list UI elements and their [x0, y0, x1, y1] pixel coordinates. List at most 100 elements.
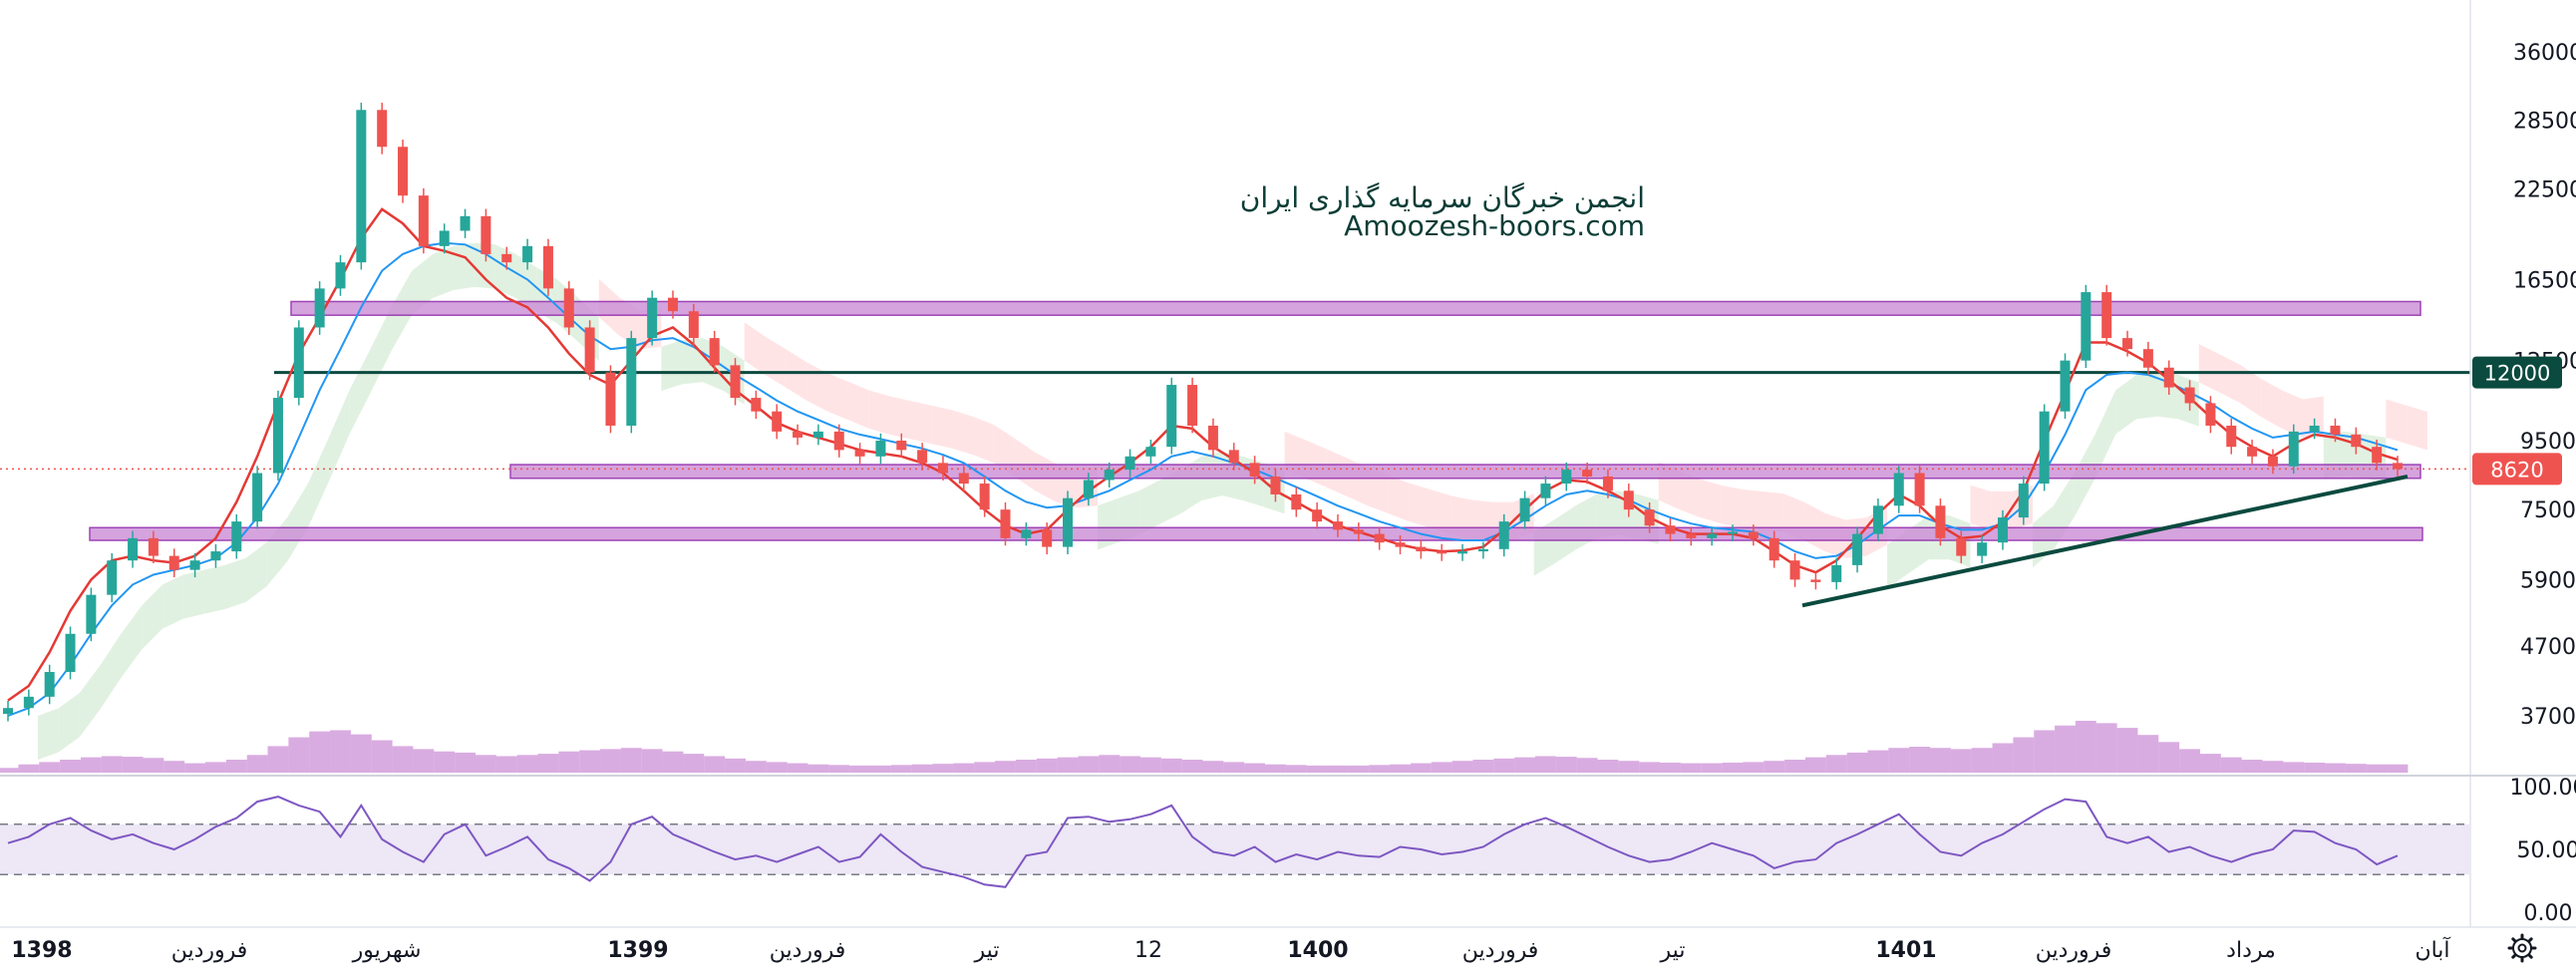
volume-bar — [558, 751, 580, 773]
support-resistance-zones[interactable] — [89, 300, 2423, 541]
cloud-segment — [1742, 488, 1764, 530]
volume-bar — [371, 740, 393, 773]
cloud-segment — [661, 340, 683, 392]
ascending-trendline[interactable] — [1801, 475, 2409, 608]
price-axis-ticks[interactable]: 3600028500225001650012500950075005900470… — [2513, 41, 2576, 730]
cloud-segment — [307, 437, 329, 528]
cloud-segment — [910, 401, 932, 445]
candle-body — [2101, 292, 2112, 339]
cloud-segment — [162, 574, 183, 629]
volume-bar — [2158, 742, 2180, 773]
volume-bar — [600, 749, 621, 773]
volume-bar — [1390, 764, 1411, 773]
candle-body — [812, 431, 823, 438]
candle-body — [1166, 385, 1177, 448]
cloud-segment — [515, 253, 537, 312]
candle-body — [1852, 533, 1863, 565]
volume-bar — [434, 751, 456, 773]
candle-body — [1810, 579, 1821, 582]
candle-body — [1104, 470, 1115, 481]
cloud-segment — [245, 542, 267, 603]
cloud-segment — [224, 557, 246, 610]
candle-body — [1914, 473, 1925, 506]
price-tick-label: 7500 — [2520, 498, 2576, 523]
price-zone — [509, 464, 2421, 480]
volume-bar — [1680, 763, 1702, 773]
volume-bar — [1223, 762, 1245, 773]
candle-body — [979, 484, 990, 510]
volume-bar — [309, 731, 331, 773]
volume-bar — [1825, 755, 1847, 773]
volume-bar — [1784, 760, 1805, 773]
cloud-segment — [1763, 491, 1783, 532]
time-label: 1400 — [1287, 938, 1348, 963]
candle-body — [1437, 551, 1448, 554]
volume-bar — [807, 764, 829, 773]
cloud-segment — [100, 633, 122, 710]
candle-body — [833, 431, 844, 451]
volume-bar — [1265, 764, 1286, 773]
volume-bar — [392, 746, 414, 773]
time-axis-labels[interactable]: 1398 فروردین شهریور 1399 فروردین تیر 12 1400 فرو… — [11, 936, 2450, 963]
candle-body — [1249, 463, 1260, 477]
candle-body — [1395, 542, 1406, 547]
volume-bar — [1576, 758, 1598, 773]
cloud-segment — [993, 425, 1015, 477]
candle-body — [1686, 533, 1697, 538]
gear-icon[interactable] — [2507, 933, 2537, 963]
volume-bar — [18, 764, 40, 773]
candlesticks — [3, 103, 2403, 722]
cloud-segment — [474, 242, 495, 289]
candle-body — [44, 672, 55, 697]
candle-body — [1561, 470, 1572, 485]
cloud-segment — [1098, 497, 1119, 550]
time-label: فروردین — [2036, 938, 2112, 963]
candle-body — [1332, 521, 1343, 530]
volume-bar — [1348, 765, 1370, 773]
cloud-segment — [2219, 354, 2241, 404]
candle-body — [1728, 531, 1739, 534]
rsi-band-background — [0, 823, 2470, 875]
time-label: 1399 — [607, 938, 668, 963]
time-label: فروردین — [770, 938, 846, 963]
candle-body — [958, 473, 969, 485]
cloud-segment — [453, 242, 475, 291]
candle-body — [605, 372, 616, 426]
volume-bar — [620, 748, 642, 773]
volume-bar — [1306, 765, 1328, 773]
candle-body — [1748, 531, 1759, 538]
volume-bar — [683, 754, 705, 773]
volume-bar — [516, 755, 538, 773]
candle-body — [168, 555, 179, 570]
candle-body — [2081, 292, 2092, 361]
cloud-segment — [806, 362, 828, 412]
cloud-segment — [2115, 375, 2137, 435]
candle-body — [1707, 533, 1718, 538]
cloud-segment — [2136, 372, 2158, 420]
candle-body — [1477, 548, 1488, 552]
volume-bar — [2034, 730, 2056, 773]
candle-body — [1457, 551, 1468, 554]
volume-bar — [537, 754, 559, 773]
time-label: فروردین — [1462, 938, 1539, 963]
price-tick-label: 16500 — [2513, 268, 2576, 293]
price-zone — [89, 526, 2423, 541]
candle-body — [2039, 411, 2050, 485]
cloud-segment — [2386, 399, 2408, 445]
time-label: آبان — [2415, 936, 2450, 963]
candle-body — [2226, 425, 2237, 448]
candle-body — [1145, 447, 1156, 457]
price-tick-label: 36000 — [2513, 41, 2576, 66]
candle-body — [3, 708, 13, 715]
candle-body — [709, 338, 720, 366]
candle-body — [1416, 546, 1427, 552]
price-tick-label: 5900 — [2520, 568, 2576, 593]
level-price-label: 12000 — [2484, 362, 2551, 386]
volume-bar — [455, 752, 476, 773]
cloud-segment — [2407, 405, 2427, 451]
rsi-tick-label: 0.00 — [2524, 901, 2573, 926]
volume-bar — [1867, 750, 1889, 773]
volume-bar — [953, 763, 975, 773]
candle-body — [896, 440, 907, 451]
